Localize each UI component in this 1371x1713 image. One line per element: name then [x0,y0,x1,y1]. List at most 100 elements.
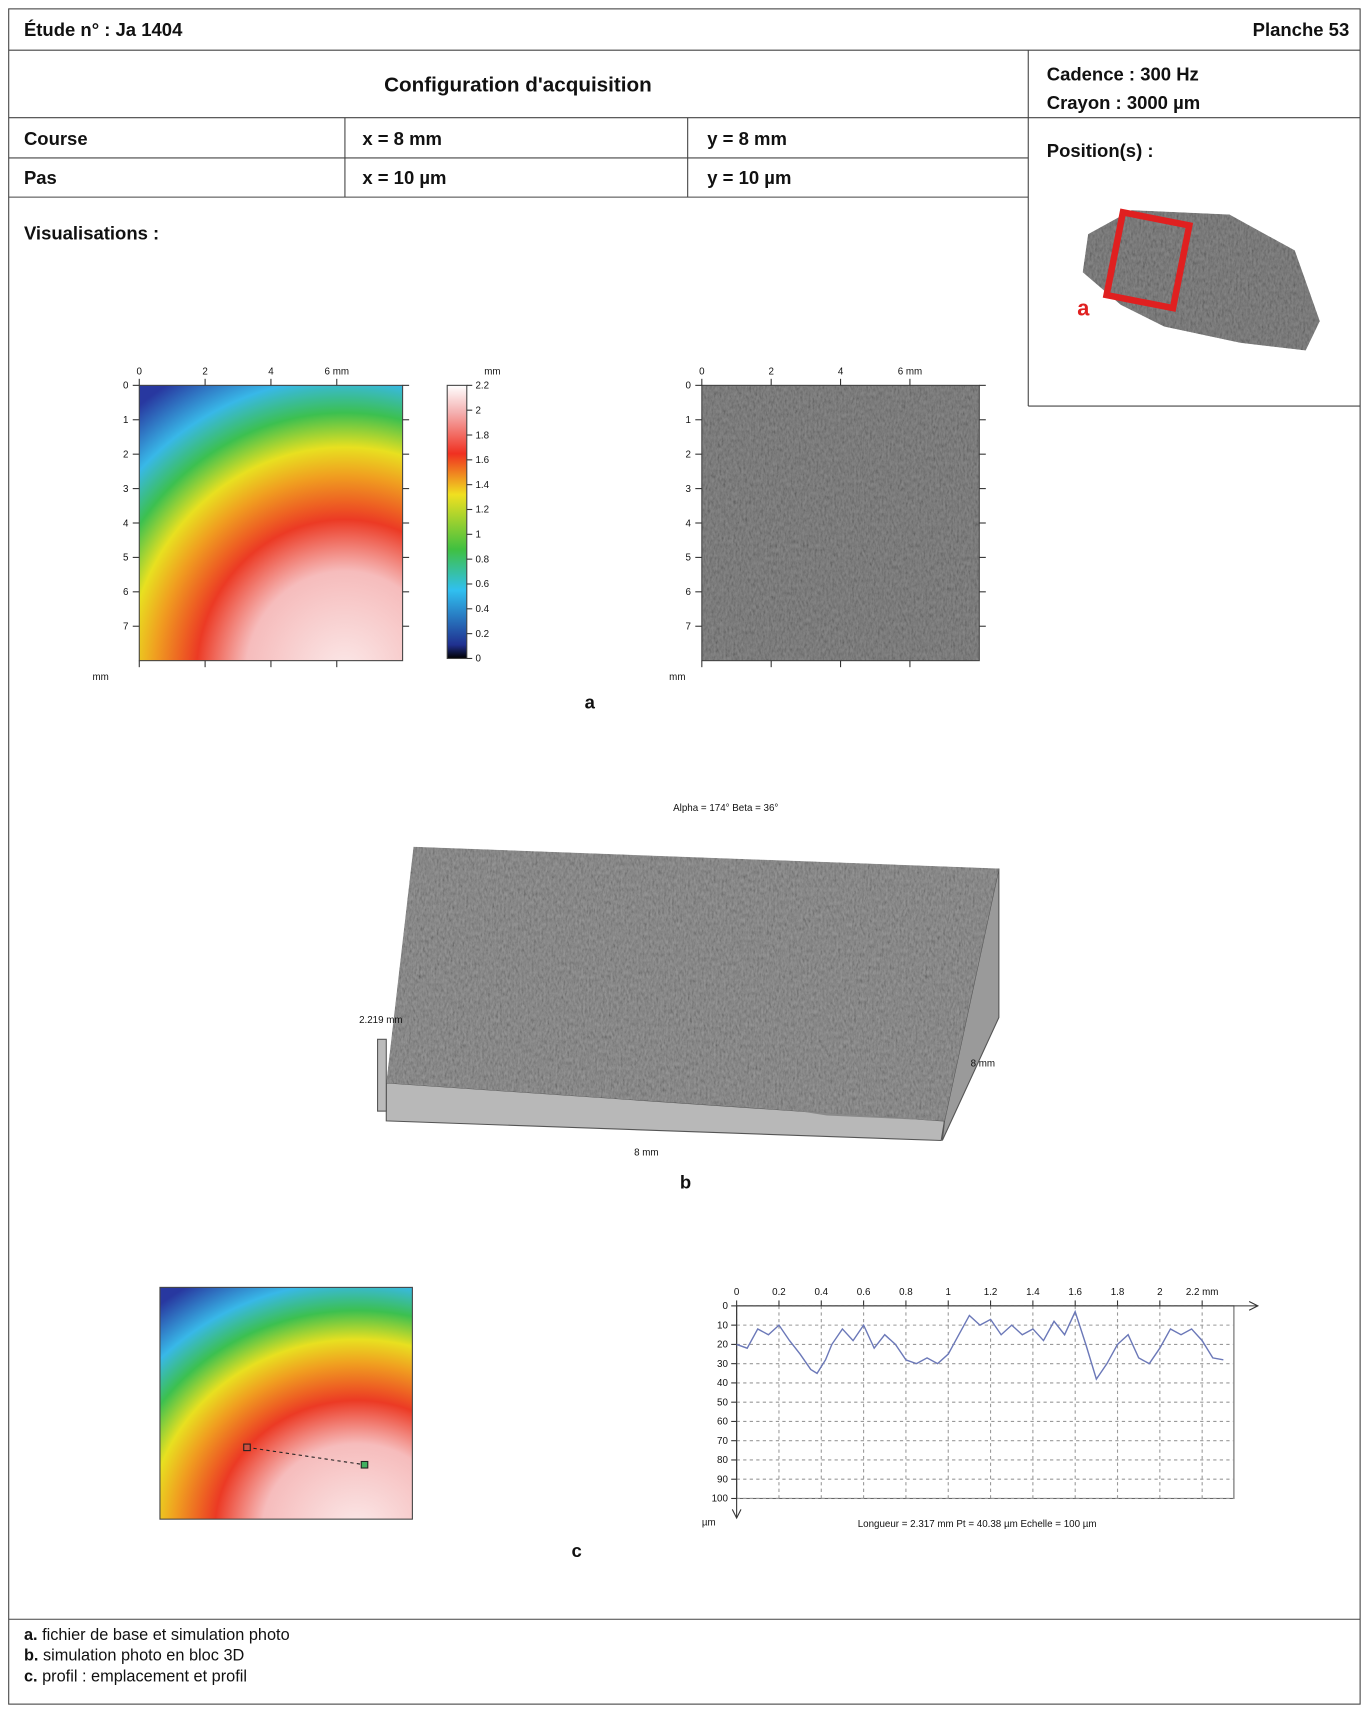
x-tick-label: 6 mm [325,366,349,377]
caption-label: c. [24,1667,38,1685]
vis-title: Visualisations : [24,223,159,244]
y-tick-label: 70 [717,1436,728,1447]
photo-simulation [701,385,980,661]
y-tick-label: 7 [123,621,128,632]
cell: y = 8 mm [707,128,787,149]
plate: Planche 53 [1253,19,1350,40]
trace-end [360,1460,369,1469]
y-tick-label: 50 [717,1397,728,1408]
y-tick-label: 1 [685,415,690,426]
x-tick-label: 0.8 [899,1287,913,1298]
table-lines [8,49,1361,1620]
block-width: 8 mm [634,1148,658,1159]
x-tick-label: 6 mm [898,366,922,377]
y-tick-label: 30 [717,1359,728,1370]
colorbar-tick-label: 0.6 [475,579,489,590]
y-tick-label: 6 [123,587,129,598]
angles: Alpha = 174° Beta = 36° [673,803,778,814]
panel-label: c [572,1540,582,1561]
y-tick-label: 1 [123,415,128,426]
y-tick-label: 90 [717,1474,728,1485]
y-tick-label: 6 [685,587,691,598]
y-tick-label: 80 [717,1455,728,1466]
block-side [941,868,1000,1141]
x-tick-label: 2 [1157,1287,1162,1298]
colorbar-unit: mm [484,366,500,377]
trace-start [243,1443,251,1452]
x-tick-label: 0 [699,366,705,377]
colorbar-tick-label: 2 [475,405,480,416]
cell: x = 10 µm [362,167,446,188]
y-tick-label: 100 [712,1494,729,1505]
colorbar-tick-label: 0 [475,654,481,665]
x-tick-label: 4 [838,366,844,377]
y-tick-label: 0 [123,381,129,392]
cell: x = 8 mm [362,128,442,149]
frame [8,8,1361,1705]
cell: Course [24,128,88,149]
x-tick-label: 0.2 [772,1287,786,1298]
x-tick-label: 0.6 [857,1287,871,1298]
y-tick-label: 20 [717,1340,728,1351]
y-tick-label: 5 [685,553,691,564]
axis-unit: mm [669,672,685,683]
x-axis-arrow [1248,1301,1260,1311]
profile-trace [246,1446,365,1466]
y-tick-label: 5 [123,553,129,564]
y-tick-label: 3 [685,484,691,495]
y-tick-label: 7 [685,621,690,632]
colorbar-tick-label: 1.4 [475,480,489,491]
cell: y = 10 µm [707,167,791,188]
position-title: Position(s) : [1047,140,1154,161]
position-marker: a [1077,296,1090,321]
x-tick-label: 1 [946,1287,951,1298]
x-tick-label: 0 [137,366,143,377]
y-unit: µm [702,1518,716,1529]
y-tick-label: 4 [685,518,691,529]
panel-label: b [680,1171,691,1192]
colorbar-tick-label: 0.4 [475,604,489,615]
colorbar-tick-label: 1.6 [475,455,489,466]
axis-unit: mm [92,672,108,683]
cell: Pas [24,167,57,188]
y-axis-arrow [731,1509,742,1520]
colorbar-tick-label: 2.2 [475,381,489,392]
y-tick-label: 0 [722,1301,728,1312]
caption: a. fichier de base et simulation photo [24,1626,290,1644]
x-tick-label: 1.8 [1111,1287,1125,1298]
y-tick-label: 2 [123,449,128,460]
colorbar-tick-label: 0.8 [475,554,489,565]
colorbar-tick-label: 0.2 [475,629,489,640]
y-tick-label: 2 [685,449,690,460]
block-height: 2.219 mm [359,1015,403,1026]
captions: a. fichier de base et simulation photo b.… [24,1626,290,1685]
colorbar-tick-label: 1.2 [475,505,489,516]
x-tick-label: 1.4 [1026,1287,1040,1298]
height-map [139,385,403,661]
stone [1082,210,1320,351]
study: Étude n° : Ja 1404 [24,19,183,40]
y-tick-label: 3 [123,484,129,495]
y-tick-label: 10 [717,1320,728,1331]
profile-line [736,1309,1224,1381]
y-tick-label: 40 [717,1378,728,1389]
position-box [1102,208,1194,312]
x-tick-label: 2 [768,366,773,377]
y-tick-label: 60 [717,1417,728,1428]
x-tick-label: 1.6 [1068,1287,1082,1298]
panel-label: a [585,692,596,713]
profile-footer: Longueur = 2.317 mm Pt = 40.38 µm Echell… [858,1519,1097,1530]
x-tick-label: 4 [268,366,274,377]
caption-text: fichier de base et simulation photo [42,1626,290,1644]
colorbar-tick-label: 1.8 [475,430,489,441]
block-height-bar [377,1038,387,1112]
caption-text: simulation photo en bloc 3D [43,1647,244,1665]
stylus: Crayon : 3000 µm [1047,92,1200,113]
x-tick-label: 0.4 [814,1287,828,1298]
caption: b. simulation photo en bloc 3D [24,1647,244,1665]
height-map [159,1287,413,1520]
x-tick-label: 2.2 mm [1186,1287,1219,1298]
colorbar-tick-label: 1 [475,530,480,541]
